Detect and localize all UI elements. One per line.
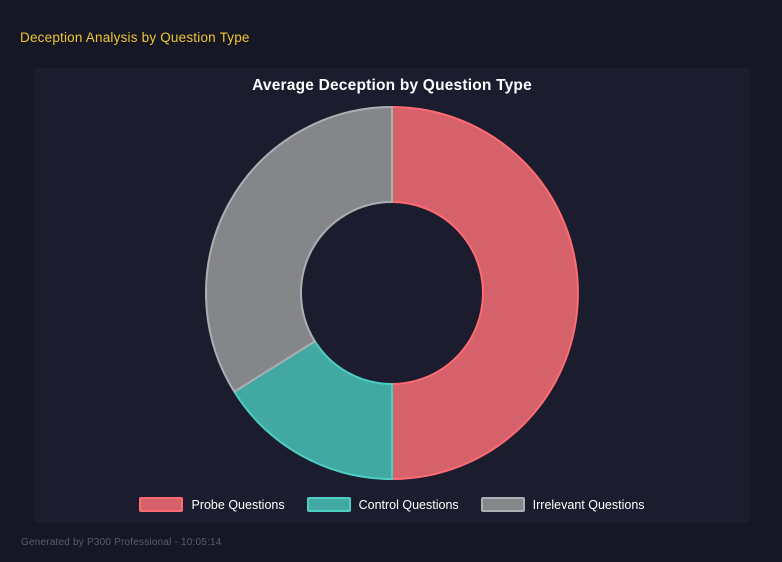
legend-label-probe: Probe Questions	[191, 497, 285, 512]
legend-item-irrelevant[interactable]: Irrelevant Questions	[480, 497, 645, 512]
page-title: Deception Analysis by Question Type	[20, 30, 250, 45]
footer-text: Generated by P300 Professional - 10:05:1…	[21, 537, 222, 548]
chart-panel: Average Deception by Question Type Probe…	[33, 68, 751, 523]
legend-swatch-control-icon	[306, 497, 351, 512]
donut-chart[interactable]	[192, 93, 592, 493]
legend-swatch-irrelevant-icon	[480, 497, 525, 512]
legend-item-probe[interactable]: Probe Questions	[139, 497, 285, 512]
donut-segment-control-questions[interactable]	[233, 340, 393, 480]
donut-segment-irrelevant-questions[interactable]	[205, 106, 393, 393]
legend-label-control: Control Questions	[358, 497, 459, 512]
legend-item-control[interactable]: Control Questions	[306, 497, 459, 512]
donut-segment-probe-questions[interactable]	[391, 106, 579, 480]
legend-label-irrelevant: Irrelevant Questions	[532, 497, 645, 512]
chart-title: Average Deception by Question Type	[252, 77, 532, 94]
chart-legend: Probe Questions Control Questions Irrele…	[33, 497, 751, 512]
legend-swatch-probe-icon	[139, 497, 184, 512]
